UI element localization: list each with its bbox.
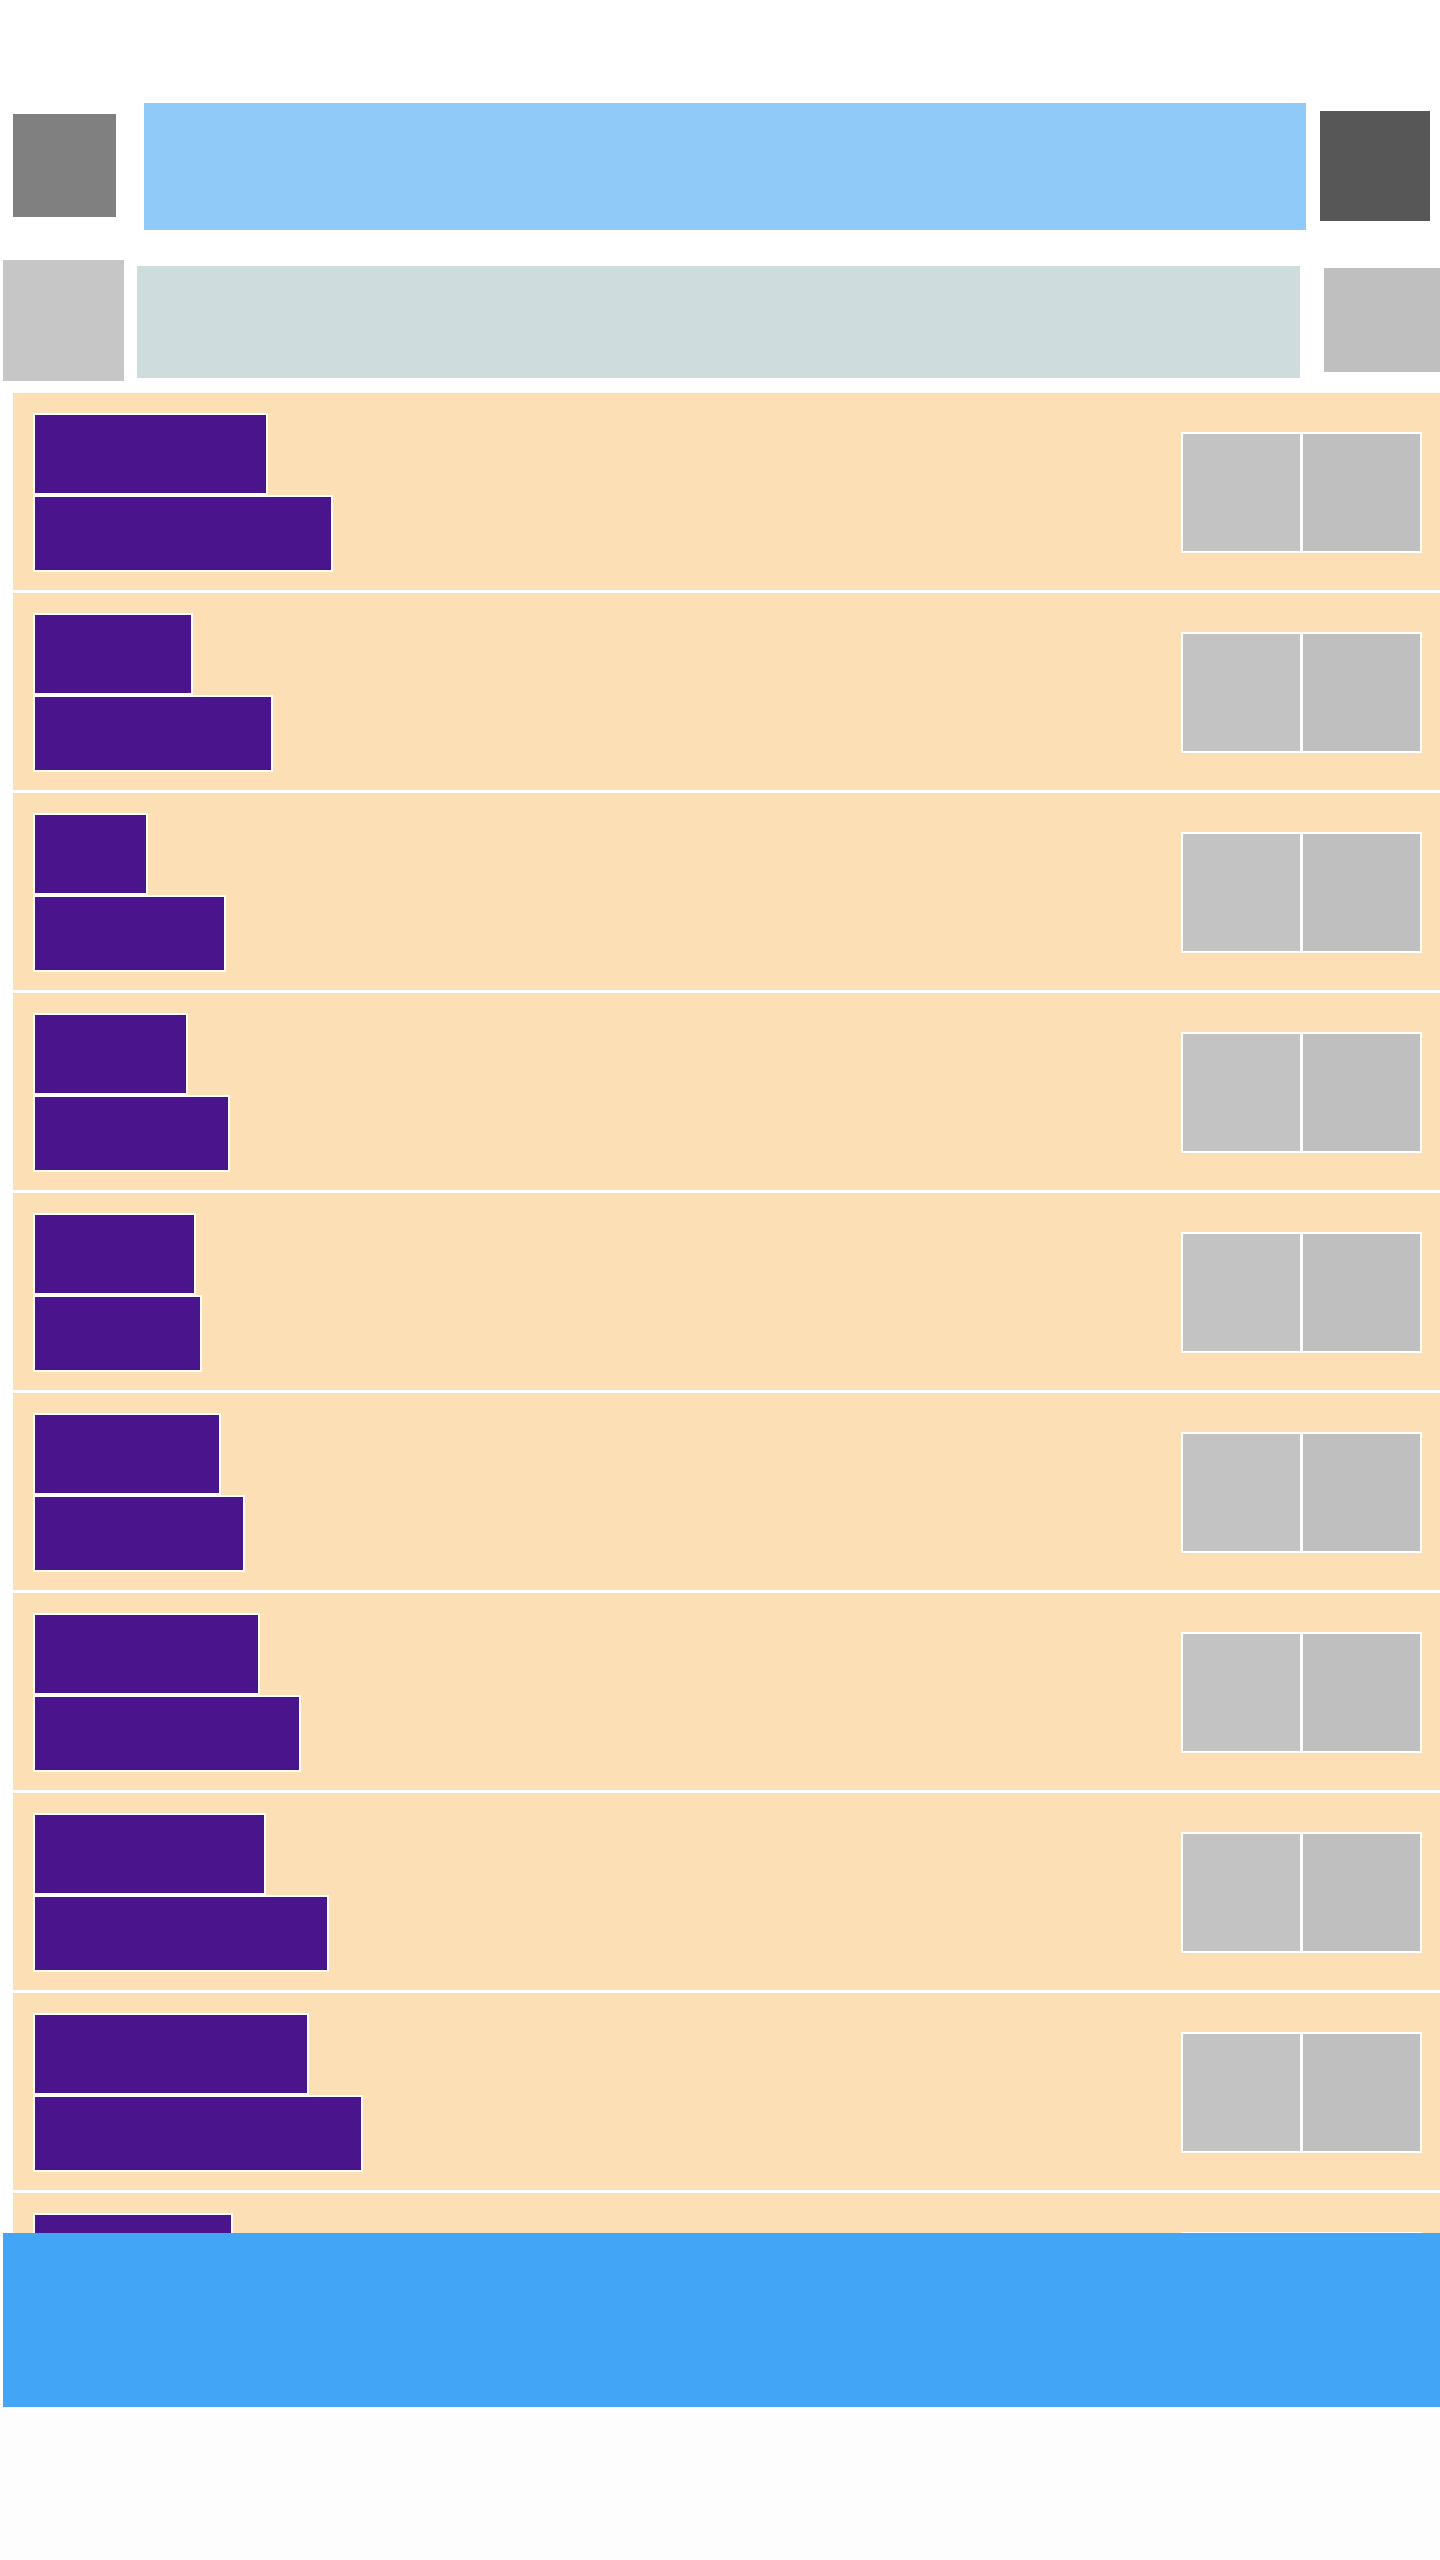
- bottom-action-bar[interactable]: [3, 2233, 1440, 2407]
- list-item-subtitle: [33, 1695, 301, 1772]
- list-item-title: [33, 613, 193, 695]
- list-item-title: [33, 1413, 221, 1495]
- edit-icon[interactable]: [1181, 832, 1302, 953]
- edit-icon[interactable]: [1181, 1832, 1302, 1953]
- edit-icon[interactable]: [1181, 1432, 1302, 1553]
- bottom-spacer: [0, 2407, 1440, 2560]
- list-item[interactable]: [13, 1593, 1440, 1790]
- list-item[interactable]: [13, 793, 1440, 990]
- list-item-title: [33, 813, 148, 895]
- edit-icon[interactable]: [1181, 632, 1302, 753]
- delete-icon[interactable]: [1301, 1432, 1422, 1553]
- list-item-subtitle: [33, 1295, 202, 1372]
- list-item-subtitle: [33, 695, 273, 772]
- delete-icon[interactable]: [1301, 1832, 1422, 1953]
- delete-icon[interactable]: [1301, 432, 1422, 553]
- list-item[interactable]: [13, 1193, 1440, 1390]
- edit-icon[interactable]: [1181, 432, 1302, 553]
- edit-icon[interactable]: [1181, 2032, 1302, 2153]
- delete-icon[interactable]: [1301, 2032, 1422, 2153]
- app-title-bar: [144, 103, 1306, 230]
- list-item-title: [33, 2013, 309, 2095]
- edit-icon[interactable]: [1181, 1232, 1302, 1353]
- list-item[interactable]: [13, 393, 1440, 590]
- delete-icon[interactable]: [1301, 632, 1422, 753]
- list-item[interactable]: [13, 593, 1440, 790]
- list-item-subtitle: [33, 1095, 230, 1172]
- delete-icon[interactable]: [1301, 832, 1422, 953]
- list-item[interactable]: [13, 2193, 1440, 2233]
- more-icon[interactable]: [1320, 111, 1430, 221]
- delete-icon[interactable]: [1301, 1032, 1422, 1153]
- delete-icon[interactable]: [1301, 2232, 1422, 2233]
- list-item-title: [33, 413, 268, 495]
- delete-icon[interactable]: [1301, 1232, 1422, 1353]
- search-input[interactable]: [137, 266, 1300, 378]
- filter-icon[interactable]: [1324, 268, 1440, 372]
- edit-icon[interactable]: [1181, 1032, 1302, 1153]
- list-item-title: [33, 2213, 233, 2233]
- list-item-subtitle: [33, 495, 333, 572]
- list-item-title: [33, 1613, 260, 1695]
- back-icon[interactable]: [3, 260, 124, 381]
- list-item[interactable]: [13, 1793, 1440, 1990]
- list-item-subtitle: [33, 1895, 329, 1972]
- list-item-subtitle: [33, 1495, 245, 1572]
- list-item-title: [33, 1213, 196, 1295]
- item-list: [13, 393, 1440, 2233]
- list-item[interactable]: [13, 993, 1440, 1190]
- delete-icon[interactable]: [1301, 1632, 1422, 1753]
- edit-icon[interactable]: [1181, 1632, 1302, 1753]
- list-item[interactable]: [13, 1993, 1440, 2190]
- list-item-subtitle: [33, 895, 226, 972]
- menu-icon[interactable]: [13, 114, 116, 217]
- list-item-title: [33, 1813, 266, 1895]
- list-item-title: [33, 1013, 188, 1095]
- list-item[interactable]: [13, 1393, 1440, 1590]
- list-item-subtitle: [33, 2095, 363, 2172]
